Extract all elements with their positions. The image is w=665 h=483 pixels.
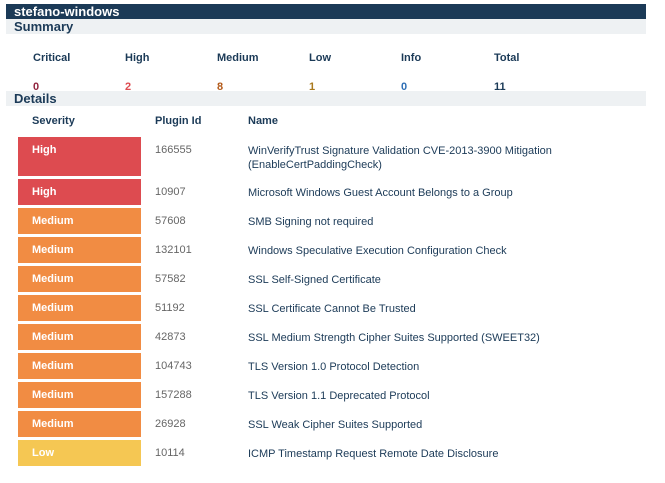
summary-count: 0: [33, 81, 40, 93]
plugin-name[interactable]: WinVerifyTrust Signature Validation CVE-…: [248, 145, 552, 171]
plugin-id: 157288: [155, 389, 192, 401]
summary-count: 8: [217, 81, 224, 93]
details-header: Severity Plugin Id Name: [6, 106, 646, 137]
plugin-id: 10907: [155, 186, 186, 198]
severity-badge: Medium: [18, 266, 141, 292]
severity-badge: Medium: [18, 353, 141, 379]
severity-badge: Medium: [18, 382, 141, 408]
table-row[interactable]: Medium 104743 TLS Version 1.0 Protocol Det…: [6, 353, 646, 379]
details-table: High 166555 WinVerifyTrust Signature Valid…: [6, 137, 646, 466]
plugin-name[interactable]: TLS Version 1.0 Protocol Detection: [248, 361, 420, 373]
plugin-id: 57582: [155, 273, 186, 285]
summary-label: Total: [494, 52, 520, 64]
summary-label: Medium: [217, 52, 259, 64]
plugin-name[interactable]: SSL Self-Signed Certificate: [248, 274, 381, 286]
table-row[interactable]: High 10907 Microsoft Windows Guest Account…: [6, 179, 646, 205]
severity-badge: High: [18, 179, 141, 205]
plugin-name[interactable]: SSL Medium Strength Cipher Suites Suppor…: [248, 332, 540, 344]
plugin-name[interactable]: Windows Speculative Execution Configurat…: [248, 245, 507, 257]
plugin-name[interactable]: SMB Signing not required: [248, 216, 374, 228]
table-row[interactable]: Medium 51192 SSL Certificate Cannot Be Tru…: [6, 295, 646, 321]
table-row[interactable]: Medium 26928 SSL Weak Cipher Suites Suppor…: [6, 411, 646, 437]
table-row[interactable]: Medium 132101 Windows Speculative Executio…: [6, 237, 646, 263]
plugin-name[interactable]: Microsoft Windows Guest Account Belongs …: [248, 187, 513, 199]
plugin-id: 10114: [155, 447, 185, 459]
table-row[interactable]: High 166555 WinVerifyTrust Signature Valid…: [6, 137, 646, 176]
severity-badge: Medium: [18, 411, 141, 437]
severity-badge: Medium: [18, 208, 141, 234]
summary-count: 11: [494, 81, 506, 93]
plugin-id: 51192: [155, 302, 185, 314]
table-row[interactable]: Medium 57582 SSL Self-Signed Certificate: [6, 266, 646, 292]
severity-header: Severity: [32, 115, 75, 127]
severity-badge: Medium: [18, 324, 141, 350]
summary-label: Info: [401, 52, 422, 64]
table-row[interactable]: Medium 42873 SSL Medium Strength Cipher Su…: [6, 324, 646, 350]
name-header: Name: [248, 115, 278, 127]
summary-count: 1: [309, 81, 316, 93]
summary-heading: Summary: [6, 19, 646, 34]
plugin-id: 26928: [155, 418, 186, 430]
summary-label: High: [125, 52, 150, 64]
summary-count: 0: [401, 81, 408, 93]
table-row[interactable]: Medium 57608 SMB Signing not required: [6, 208, 646, 234]
plugin-name[interactable]: TLS Version 1.1 Deprecated Protocol: [248, 390, 430, 402]
severity-badge: Medium: [18, 237, 141, 263]
plugin-name[interactable]: SSL Certificate Cannot Be Trusted: [248, 303, 416, 315]
plugin-id: 132101: [155, 244, 192, 256]
host-title: stefano-windows: [6, 4, 646, 19]
plugin-id: 57608: [155, 215, 186, 227]
plugin-id: 42873: [155, 331, 186, 343]
table-row[interactable]: Medium 157288 TLS Version 1.1 Deprecated P…: [6, 382, 646, 408]
summary-count: 2: [125, 81, 132, 93]
summary-table: Critical 0 High 2 Medium 8 Low 1 Info 0 Total 11: [6, 34, 646, 93]
table-row[interactable]: Low 10114 ICMP Timestamp Request Remote Da…: [6, 440, 646, 466]
summary-label: Low: [309, 52, 331, 64]
plugin-id-header: Plugin Id: [155, 115, 202, 127]
severity-badge: Low: [18, 440, 141, 466]
severity-badge: Medium: [18, 295, 141, 321]
details-heading: Details: [6, 91, 646, 106]
host-report: stefano-windows Summary Critical 0 High 2 Me…: [6, 4, 646, 469]
plugin-name[interactable]: ICMP Timestamp Request Remote Date Discl…: [248, 448, 499, 460]
severity-badge: High: [18, 137, 141, 176]
summary-label: Critical: [33, 52, 71, 64]
plugin-id: 104743: [155, 360, 192, 372]
plugin-id: 166555: [155, 144, 192, 156]
plugin-name[interactable]: SSL Weak Cipher Suites Supported: [248, 419, 423, 431]
